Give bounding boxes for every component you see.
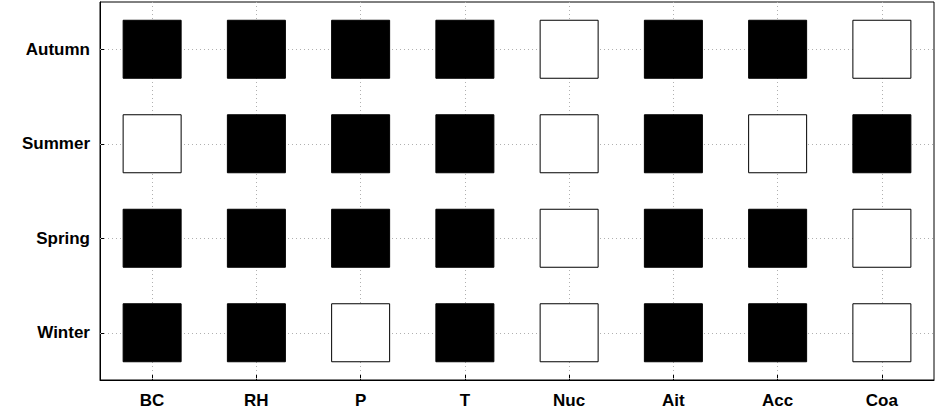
svg-text:Summer: Summer [22,134,90,153]
svg-text:RH: RH [244,391,269,410]
svg-text:Ait: Ait [662,391,685,410]
svg-text:Coa: Coa [866,391,899,410]
svg-text:T: T [460,391,471,410]
svg-text:Acc: Acc [762,391,793,410]
svg-text:Autumn: Autumn [26,40,90,59]
svg-text:Nuc: Nuc [553,391,585,410]
svg-text:Spring: Spring [36,229,90,248]
svg-text:P: P [355,391,366,410]
svg-text:BC: BC [140,391,165,410]
svg-text:Winter: Winter [37,323,90,342]
